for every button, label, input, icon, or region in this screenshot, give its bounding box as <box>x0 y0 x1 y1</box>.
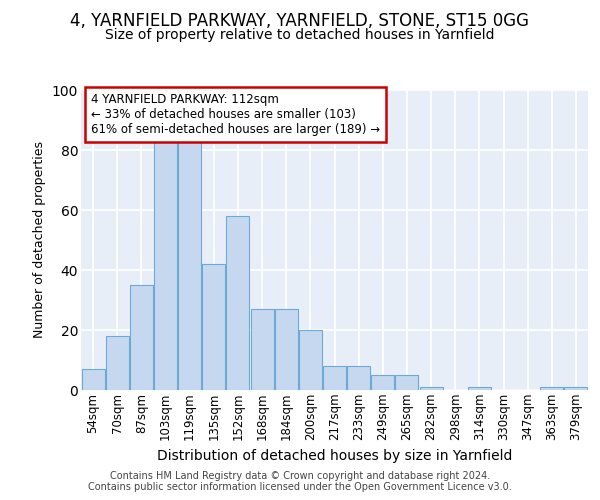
Bar <box>565 387 587 390</box>
Bar <box>323 366 346 390</box>
Bar <box>154 138 177 390</box>
Bar <box>347 366 370 390</box>
Bar <box>541 387 563 390</box>
Text: 4, YARNFIELD PARKWAY, YARNFIELD, STONE, ST15 0GG: 4, YARNFIELD PARKWAY, YARNFIELD, STONE, … <box>71 12 530 30</box>
Y-axis label: Number of detached properties: Number of detached properties <box>33 142 46 338</box>
Bar <box>395 375 418 390</box>
Text: Contains HM Land Registry data © Crown copyright and database right 2024.
Contai: Contains HM Land Registry data © Crown c… <box>88 471 512 492</box>
Bar <box>299 330 322 390</box>
Bar <box>371 375 394 390</box>
Bar <box>226 216 250 390</box>
X-axis label: Distribution of detached houses by size in Yarnfield: Distribution of detached houses by size … <box>157 448 512 462</box>
Bar <box>419 387 443 390</box>
Bar <box>130 285 153 390</box>
Bar <box>202 264 225 390</box>
Bar <box>82 369 104 390</box>
Bar <box>106 336 128 390</box>
Text: 4 YARNFIELD PARKWAY: 112sqm
← 33% of detached houses are smaller (103)
61% of se: 4 YARNFIELD PARKWAY: 112sqm ← 33% of det… <box>91 93 380 136</box>
Bar <box>275 309 298 390</box>
Bar <box>251 309 274 390</box>
Bar <box>468 387 491 390</box>
Bar <box>178 138 201 390</box>
Text: Size of property relative to detached houses in Yarnfield: Size of property relative to detached ho… <box>105 28 495 42</box>
